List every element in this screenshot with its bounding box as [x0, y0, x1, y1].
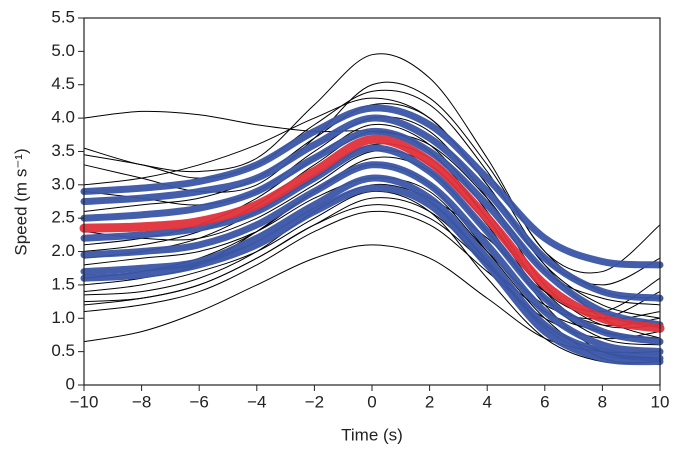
y-tick-label: 0.5 [51, 341, 75, 360]
line [83, 103, 661, 319]
x-tick-label: −8 [132, 392, 151, 411]
y-tick-label: 5.5 [51, 7, 75, 26]
x-axis-label: Time (s) [341, 425, 403, 444]
line [80, 144, 664, 346]
line [80, 127, 664, 329]
y-tick-label: 2.0 [51, 241, 75, 260]
x-tick-label: 0 [367, 392, 376, 411]
y-tick-label: 5.0 [51, 41, 75, 60]
y-tick-label: 3.0 [51, 174, 75, 193]
x-tick-label: −10 [70, 392, 99, 411]
x-tick-label: 10 [651, 392, 670, 411]
y-tick-label: 4.0 [51, 108, 75, 127]
y-tick-label: 3.5 [51, 141, 75, 160]
x-tick-label: 8 [598, 392, 607, 411]
x-tick-label: −2 [305, 392, 324, 411]
y-tick-label: 0 [66, 374, 75, 393]
line [79, 134, 665, 333]
y-tick-label: 4.5 [51, 74, 75, 93]
y-tick-label: 2.5 [51, 208, 75, 227]
x-tick-label: −6 [190, 392, 209, 411]
x-tick-label: −4 [247, 392, 266, 411]
line [83, 53, 661, 274]
y-axis-label: Speed (m s⁻¹) [11, 148, 30, 255]
y-tick-label: 1.0 [51, 308, 75, 327]
line [80, 161, 664, 356]
x-tick-label: 6 [540, 392, 549, 411]
x-tick-label: 2 [425, 392, 434, 411]
y-tick-label: 1.5 [51, 274, 75, 293]
line [80, 114, 664, 302]
line [80, 104, 664, 269]
line [83, 143, 661, 320]
x-tick-label: 4 [482, 392, 491, 411]
line [80, 184, 664, 366]
